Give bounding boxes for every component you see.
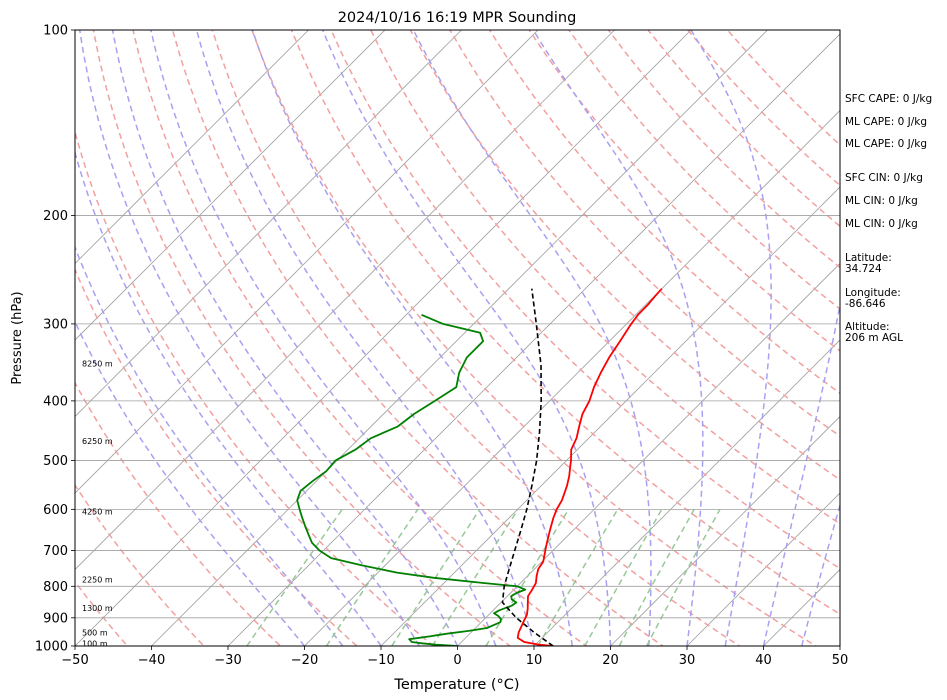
- isotherm-line: [75, 30, 386, 341]
- stat-annotation: SFC CIN: 0 J/kg: [845, 172, 923, 184]
- mixing-ratio-line: [584, 508, 663, 646]
- height-label: 500 m: [82, 628, 108, 637]
- dry-adiabat-line: [171, 30, 665, 646]
- dry-adiabat-line: [528, 30, 840, 352]
- dry-adiabat-line: [75, 129, 435, 646]
- dewpoint-profile: [296, 313, 527, 646]
- y-axis-ticks: 100 200 300 400 500 600 700 800 900 1000: [35, 24, 75, 655]
- isotherm-line: [380, 186, 840, 646]
- height-label: 4250 m: [82, 508, 113, 517]
- x-tick-label: 50: [832, 653, 849, 668]
- stat-annotation: ML CIN: 0 J/kg: [845, 218, 918, 230]
- moist-adiabat-line: [150, 30, 497, 646]
- moist-adiabat-line: [75, 150, 382, 646]
- height-label: 2250 m: [82, 576, 113, 585]
- isotherm-line: [227, 33, 840, 646]
- dry-adiabat-line: [211, 30, 741, 646]
- dry-adiabat-line: [488, 30, 840, 395]
- x-tick-label: −40: [138, 653, 165, 668]
- isotherm-line: [75, 30, 616, 571]
- stat-annotation: ML CAPE: 0 J/kg: [845, 138, 928, 150]
- chart-title: 2024/10/16 16:19 MPR Sounding: [338, 10, 577, 26]
- height-label: 6250 m: [82, 437, 113, 446]
- dry-adiabat-line: [75, 381, 282, 646]
- x-axis-label: Temperature (°C): [393, 677, 519, 693]
- sounding-series: [296, 288, 663, 646]
- stat-annotation: ML CAPE: 0 J/kg: [845, 116, 928, 128]
- parcel-profile: [501, 288, 554, 646]
- moist-adiabat-line: [532, 30, 704, 646]
- x-axis-ticks: −50 −40 −30 −20 −10 0 10 20 30 40 50: [61, 646, 848, 668]
- isobar-grid: [75, 30, 840, 646]
- dry-adiabat-line: [92, 30, 512, 646]
- mixing-ratio-line: [618, 508, 695, 646]
- moist-adiabat-line: [762, 301, 840, 646]
- isotherm-line: [75, 30, 463, 418]
- dry-adiabat-line: [75, 267, 359, 646]
- moist-adiabat-line: [801, 502, 840, 646]
- moist-adiabat-line: [322, 30, 612, 646]
- isotherm-line: [75, 30, 692, 646]
- y-tick-label: 600: [43, 503, 68, 518]
- x-tick-label: 40: [755, 653, 772, 668]
- stat-annotation: Latitude: 34.724: [845, 252, 892, 275]
- y-tick-label: 500: [43, 454, 68, 469]
- x-tick-label: 30: [679, 653, 696, 668]
- moist-adiabat-line: [412, 30, 652, 646]
- x-tick-label: 0: [453, 653, 461, 668]
- x-tick-label: 20: [602, 653, 619, 668]
- stat-annotation: SFC CAPE: 0 J/kg: [845, 93, 933, 105]
- isotherm-line: [686, 492, 840, 646]
- stat-annotation: ML CIN: 0 J/kg: [845, 195, 918, 207]
- mixing-ratio-line: [537, 508, 619, 646]
- y-tick-label: 100: [43, 24, 68, 39]
- moist-adiabat-line: [195, 30, 535, 646]
- mixing-ratio-line: [645, 508, 721, 646]
- x-tick-label: −20: [291, 653, 318, 668]
- moist-adiabat-line: [690, 30, 772, 646]
- dry-adiabat-line: [567, 30, 840, 310]
- height-label: 1300 m: [82, 604, 113, 613]
- isotherm-line: [303, 109, 840, 646]
- isotherm-line: [456, 262, 840, 646]
- y-tick-label: 800: [43, 580, 68, 595]
- dry-adiabat-line: [290, 30, 840, 616]
- isotherm-line: [75, 30, 539, 494]
- x-tick-label: −50: [61, 653, 88, 668]
- y-axis-label: Pressure (hPa): [10, 291, 25, 384]
- stat-annotation: Longitude: -86.646: [845, 287, 901, 310]
- stat-annotation: Altitude: 206 m AGL: [845, 321, 903, 344]
- moist-adiabat-line: [251, 30, 574, 646]
- height-label: 8250 m: [82, 360, 113, 369]
- moist-adiabat-line: [75, 245, 344, 646]
- background-lines: [75, 30, 840, 646]
- moist-adiabat-line: [111, 30, 459, 646]
- x-tick-label: −10: [367, 653, 394, 668]
- height-label: 100 m: [82, 639, 108, 648]
- y-tick-label: 1000: [35, 640, 68, 655]
- isotherm-line: [75, 30, 310, 265]
- y-tick-label: 900: [43, 611, 68, 626]
- temperature-profile: [516, 288, 663, 646]
- x-tick-label: −30: [214, 653, 241, 668]
- isotherm-line: [533, 339, 840, 646]
- dry-adiabat-line: [251, 30, 818, 646]
- mixing-ratio-line: [485, 508, 570, 646]
- dry-adiabat-line: [132, 30, 588, 646]
- dry-adiabat-line: [75, 483, 205, 646]
- moist-adiabat-line: [78, 30, 420, 646]
- y-tick-label: 200: [43, 209, 68, 224]
- isotherm-line: [609, 415, 840, 646]
- x-tick-label: 10: [526, 653, 543, 668]
- y-tick-label: 300: [43, 317, 68, 332]
- height-labels: 100 m 500 m 1300 m 2250 m 4250 m 6250 m 8250 m: [82, 360, 113, 649]
- y-tick-label: 400: [43, 394, 68, 409]
- y-tick-label: 700: [43, 544, 68, 559]
